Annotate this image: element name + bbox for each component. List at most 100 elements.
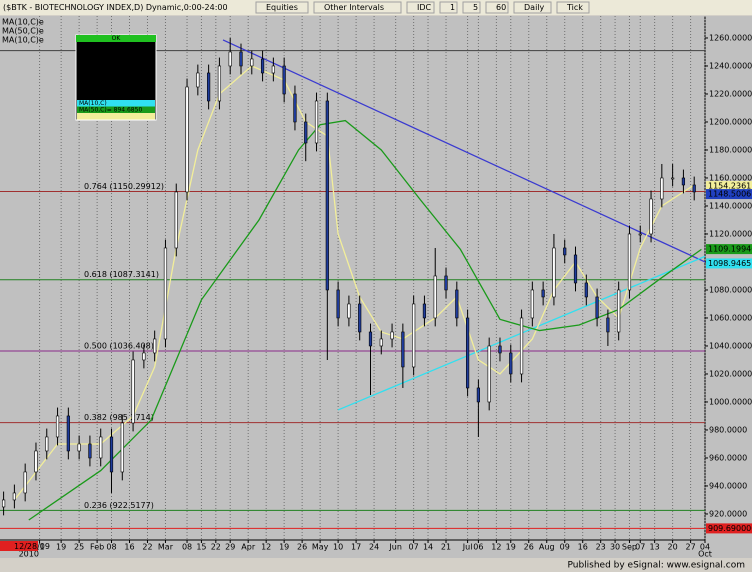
toolbar-button-label[interactable]: 5 bbox=[473, 3, 478, 12]
y-tick-label: 1020.0000 bbox=[709, 369, 752, 378]
toolbar-button-label[interactable]: 1 bbox=[450, 3, 455, 12]
toolbar-button-label[interactable]: Other Intervals bbox=[324, 3, 384, 12]
price-badge-label: 909.690006 bbox=[708, 524, 752, 533]
candle-body bbox=[498, 345, 502, 354]
x-tick-label: 29 bbox=[225, 543, 235, 552]
price-badge-label: 1148.5006 bbox=[708, 190, 751, 199]
y-tick-label: 920.0000 bbox=[709, 509, 747, 518]
x-tick-label: 25 bbox=[74, 543, 84, 552]
toolbar-button[interactable] bbox=[439, 1, 458, 14]
x-tick-label: 30 bbox=[610, 543, 620, 552]
x-tick-label: Jul bbox=[462, 543, 473, 552]
toolbar-button[interactable] bbox=[406, 1, 435, 14]
candle-body bbox=[12, 492, 16, 501]
candle-body bbox=[433, 275, 437, 319]
candle-body bbox=[573, 254, 578, 284]
candle-body bbox=[390, 331, 394, 340]
toolbar-button[interactable] bbox=[462, 1, 481, 14]
y-tick-label: 1080.0000 bbox=[709, 285, 752, 294]
x-tick-label: 08 bbox=[182, 543, 192, 552]
study-label: MA(10,C)e bbox=[2, 18, 44, 27]
toolbar-button-label[interactable]: IDC bbox=[417, 3, 432, 12]
candle-body bbox=[325, 100, 329, 291]
x-tick-label: 12 bbox=[491, 543, 501, 552]
x-tick-label: 10 bbox=[333, 543, 343, 552]
price-badge bbox=[706, 523, 752, 534]
y-tick-label: 1220.0000 bbox=[709, 89, 752, 98]
fib-label: 0.618 (1087.3141) bbox=[84, 270, 159, 279]
y-tick-label: 1140.0000 bbox=[709, 201, 752, 210]
info-box-header bbox=[76, 35, 156, 42]
toolbar-button-label[interactable]: Equities bbox=[266, 3, 298, 12]
candle-body bbox=[671, 177, 675, 180]
y-tick-label: 1180.0000 bbox=[709, 145, 752, 154]
candle-body bbox=[584, 282, 588, 298]
candle-body bbox=[99, 436, 103, 459]
y-tick-label: 940.0000 bbox=[709, 481, 747, 490]
footer: Published by eSignal: www.esignal.com bbox=[567, 561, 745, 571]
candle-body bbox=[401, 331, 405, 368]
candle-body bbox=[530, 289, 534, 319]
info-ma-row bbox=[77, 106, 155, 113]
toolbar-button[interactable] bbox=[313, 1, 402, 14]
candle-body bbox=[282, 65, 286, 95]
candle-body bbox=[55, 415, 60, 438]
y-tick-label: 980.0000 bbox=[709, 425, 747, 434]
x-label-row2: 2010 bbox=[19, 550, 39, 559]
candle-body bbox=[519, 317, 524, 375]
candle-body bbox=[217, 65, 222, 102]
x-tick-label: 16 bbox=[578, 543, 588, 552]
candle-body bbox=[422, 303, 427, 319]
toolbar-button-label[interactable]: Tick bbox=[566, 3, 583, 12]
toolbar-button[interactable] bbox=[255, 1, 309, 14]
x-tick-label: 22 bbox=[142, 543, 152, 552]
info-row: Symbol: $BTK,D bbox=[104, 42, 153, 49]
price-badge bbox=[706, 181, 752, 192]
info-row: Price: 909.690006 bbox=[97, 62, 152, 69]
info-ma-label: MA(10,C) bbox=[79, 100, 107, 107]
candle-body bbox=[88, 443, 92, 459]
candle-body bbox=[368, 331, 373, 347]
x-tick-label: Aug bbox=[539, 543, 555, 552]
candle-body bbox=[239, 51, 243, 67]
toolbar-button[interactable] bbox=[556, 1, 590, 14]
toolbar-button[interactable] bbox=[513, 1, 552, 14]
info-row: Date: 12/28/09 bbox=[107, 49, 152, 56]
x-tick-label: 14 bbox=[423, 543, 433, 552]
x-tick-label: 11 bbox=[34, 543, 44, 552]
candle-body bbox=[476, 387, 480, 403]
y-tick-label: 1040.0000 bbox=[709, 341, 752, 350]
candle-body bbox=[271, 65, 275, 74]
y-tick-label: 1240.0000 bbox=[709, 61, 752, 70]
candle-body bbox=[45, 436, 49, 452]
candle-body bbox=[692, 184, 696, 193]
candle-body bbox=[77, 443, 81, 452]
x-tick-label: May bbox=[312, 543, 329, 552]
fib-label: 0.764 (1150.29912) bbox=[84, 182, 164, 191]
x-tick-label: 19 bbox=[279, 543, 289, 552]
candle-body bbox=[260, 58, 265, 74]
date-axis bbox=[0, 540, 752, 558]
cursor-date: 12/28/09 bbox=[14, 542, 50, 551]
candle-body bbox=[66, 415, 70, 452]
status-bar bbox=[0, 558, 752, 572]
toolbar-button-label[interactable]: 60 bbox=[496, 3, 506, 12]
candle-body bbox=[120, 422, 124, 473]
candle-body bbox=[509, 352, 513, 375]
price-badge bbox=[706, 258, 752, 269]
toolbar-button-label[interactable]: Daily bbox=[524, 3, 545, 12]
x-tick-label: Mar bbox=[158, 543, 174, 552]
x-tick-label: 23 bbox=[596, 543, 606, 552]
fib-label: 0.500 (1036.408) bbox=[84, 341, 154, 350]
x-tick-label: 19 bbox=[506, 543, 516, 552]
x-tick-label: 19 bbox=[56, 543, 66, 552]
candle-body bbox=[163, 247, 168, 340]
x-tick-label: 07 bbox=[409, 543, 419, 552]
y-tick-label: 1120.0000 bbox=[709, 229, 752, 238]
candle-body bbox=[228, 51, 232, 67]
toolbar-button[interactable] bbox=[485, 1, 509, 14]
x-tick-label: 06 bbox=[473, 543, 483, 552]
candle-body bbox=[681, 177, 686, 186]
